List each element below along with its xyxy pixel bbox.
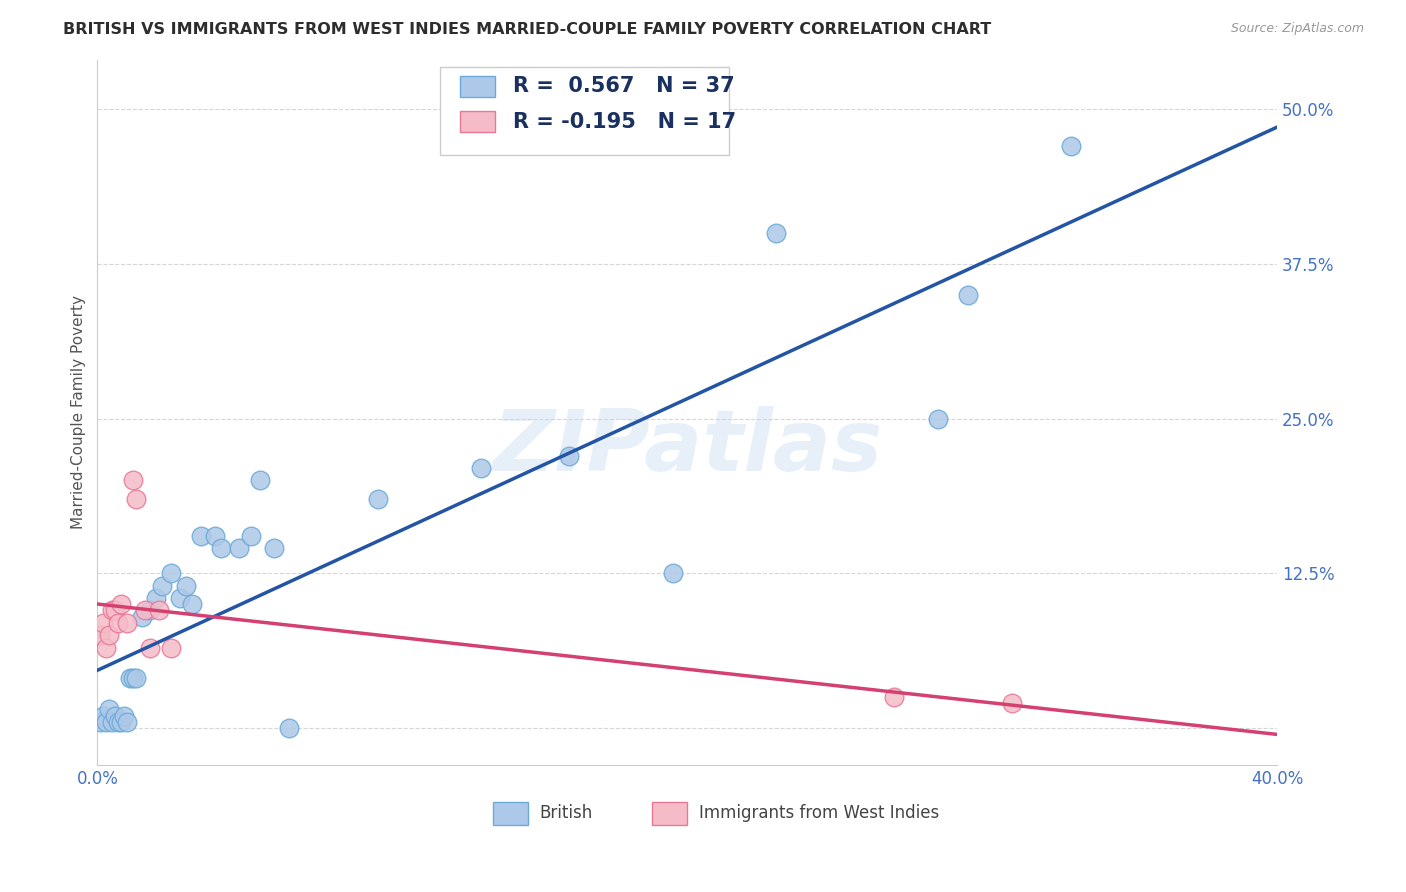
FancyBboxPatch shape [460, 76, 495, 97]
Point [96, 714, 118, 729]
Point [228, 541, 250, 556]
Point [263, 541, 285, 556]
Point [145, 591, 167, 605]
Point [107, 615, 129, 630]
Point [110, 597, 132, 611]
Point [89, 714, 111, 729]
Point [98, 702, 121, 716]
FancyBboxPatch shape [492, 803, 529, 825]
Point [139, 603, 162, 617]
Point [209, 541, 232, 556]
Point [139, 640, 162, 655]
Text: BRITISH VS IMMIGRANTS FROM WEST INDIES MARRIED-COUPLE FAMILY POVERTY CORRELATION: BRITISH VS IMMIGRANTS FROM WEST INDIES M… [63, 22, 991, 37]
Point [765, 226, 787, 240]
Point [125, 672, 148, 686]
Point [115, 615, 138, 630]
Point [204, 529, 226, 543]
Point [118, 672, 141, 686]
Point [956, 287, 979, 301]
Text: Source: ZipAtlas.com: Source: ZipAtlas.com [1230, 22, 1364, 36]
Point [180, 597, 202, 611]
Point [249, 474, 271, 488]
Point [112, 708, 135, 723]
FancyBboxPatch shape [652, 803, 688, 825]
Text: Immigrants from West Indies: Immigrants from West Indies [699, 804, 939, 822]
Point [91, 615, 114, 630]
Point [470, 461, 492, 475]
Point [1060, 139, 1083, 153]
Text: ZIPatlas: ZIPatlas [492, 406, 883, 489]
Point [169, 591, 191, 605]
Point [927, 411, 949, 425]
Point [367, 491, 389, 506]
FancyBboxPatch shape [460, 112, 495, 132]
Y-axis label: Married-Couple Family Poverty: Married-Couple Family Poverty [72, 295, 86, 529]
Point [1001, 696, 1024, 710]
Point [110, 714, 132, 729]
Point [278, 721, 301, 735]
Point [96, 640, 118, 655]
Point [661, 566, 683, 581]
Point [121, 474, 143, 488]
Point [883, 690, 905, 704]
Point [134, 603, 156, 617]
Point [150, 579, 173, 593]
Point [131, 609, 153, 624]
FancyBboxPatch shape [440, 67, 728, 155]
Point [101, 714, 124, 729]
Point [115, 714, 138, 729]
Point [190, 529, 212, 543]
Point [160, 566, 183, 581]
Point [98, 628, 121, 642]
Point [160, 640, 183, 655]
Text: R = -0.195   N = 17: R = -0.195 N = 17 [513, 112, 735, 132]
Text: British: British [540, 804, 593, 822]
Point [121, 672, 143, 686]
Point [104, 708, 127, 723]
Point [239, 529, 262, 543]
Point [89, 628, 111, 642]
Point [125, 491, 148, 506]
Point [558, 449, 581, 463]
Text: R =  0.567   N = 37: R = 0.567 N = 37 [513, 77, 734, 96]
Point [104, 603, 127, 617]
Point [101, 603, 124, 617]
Point [107, 714, 129, 729]
Point [91, 708, 114, 723]
Point [148, 603, 170, 617]
Point [174, 579, 197, 593]
